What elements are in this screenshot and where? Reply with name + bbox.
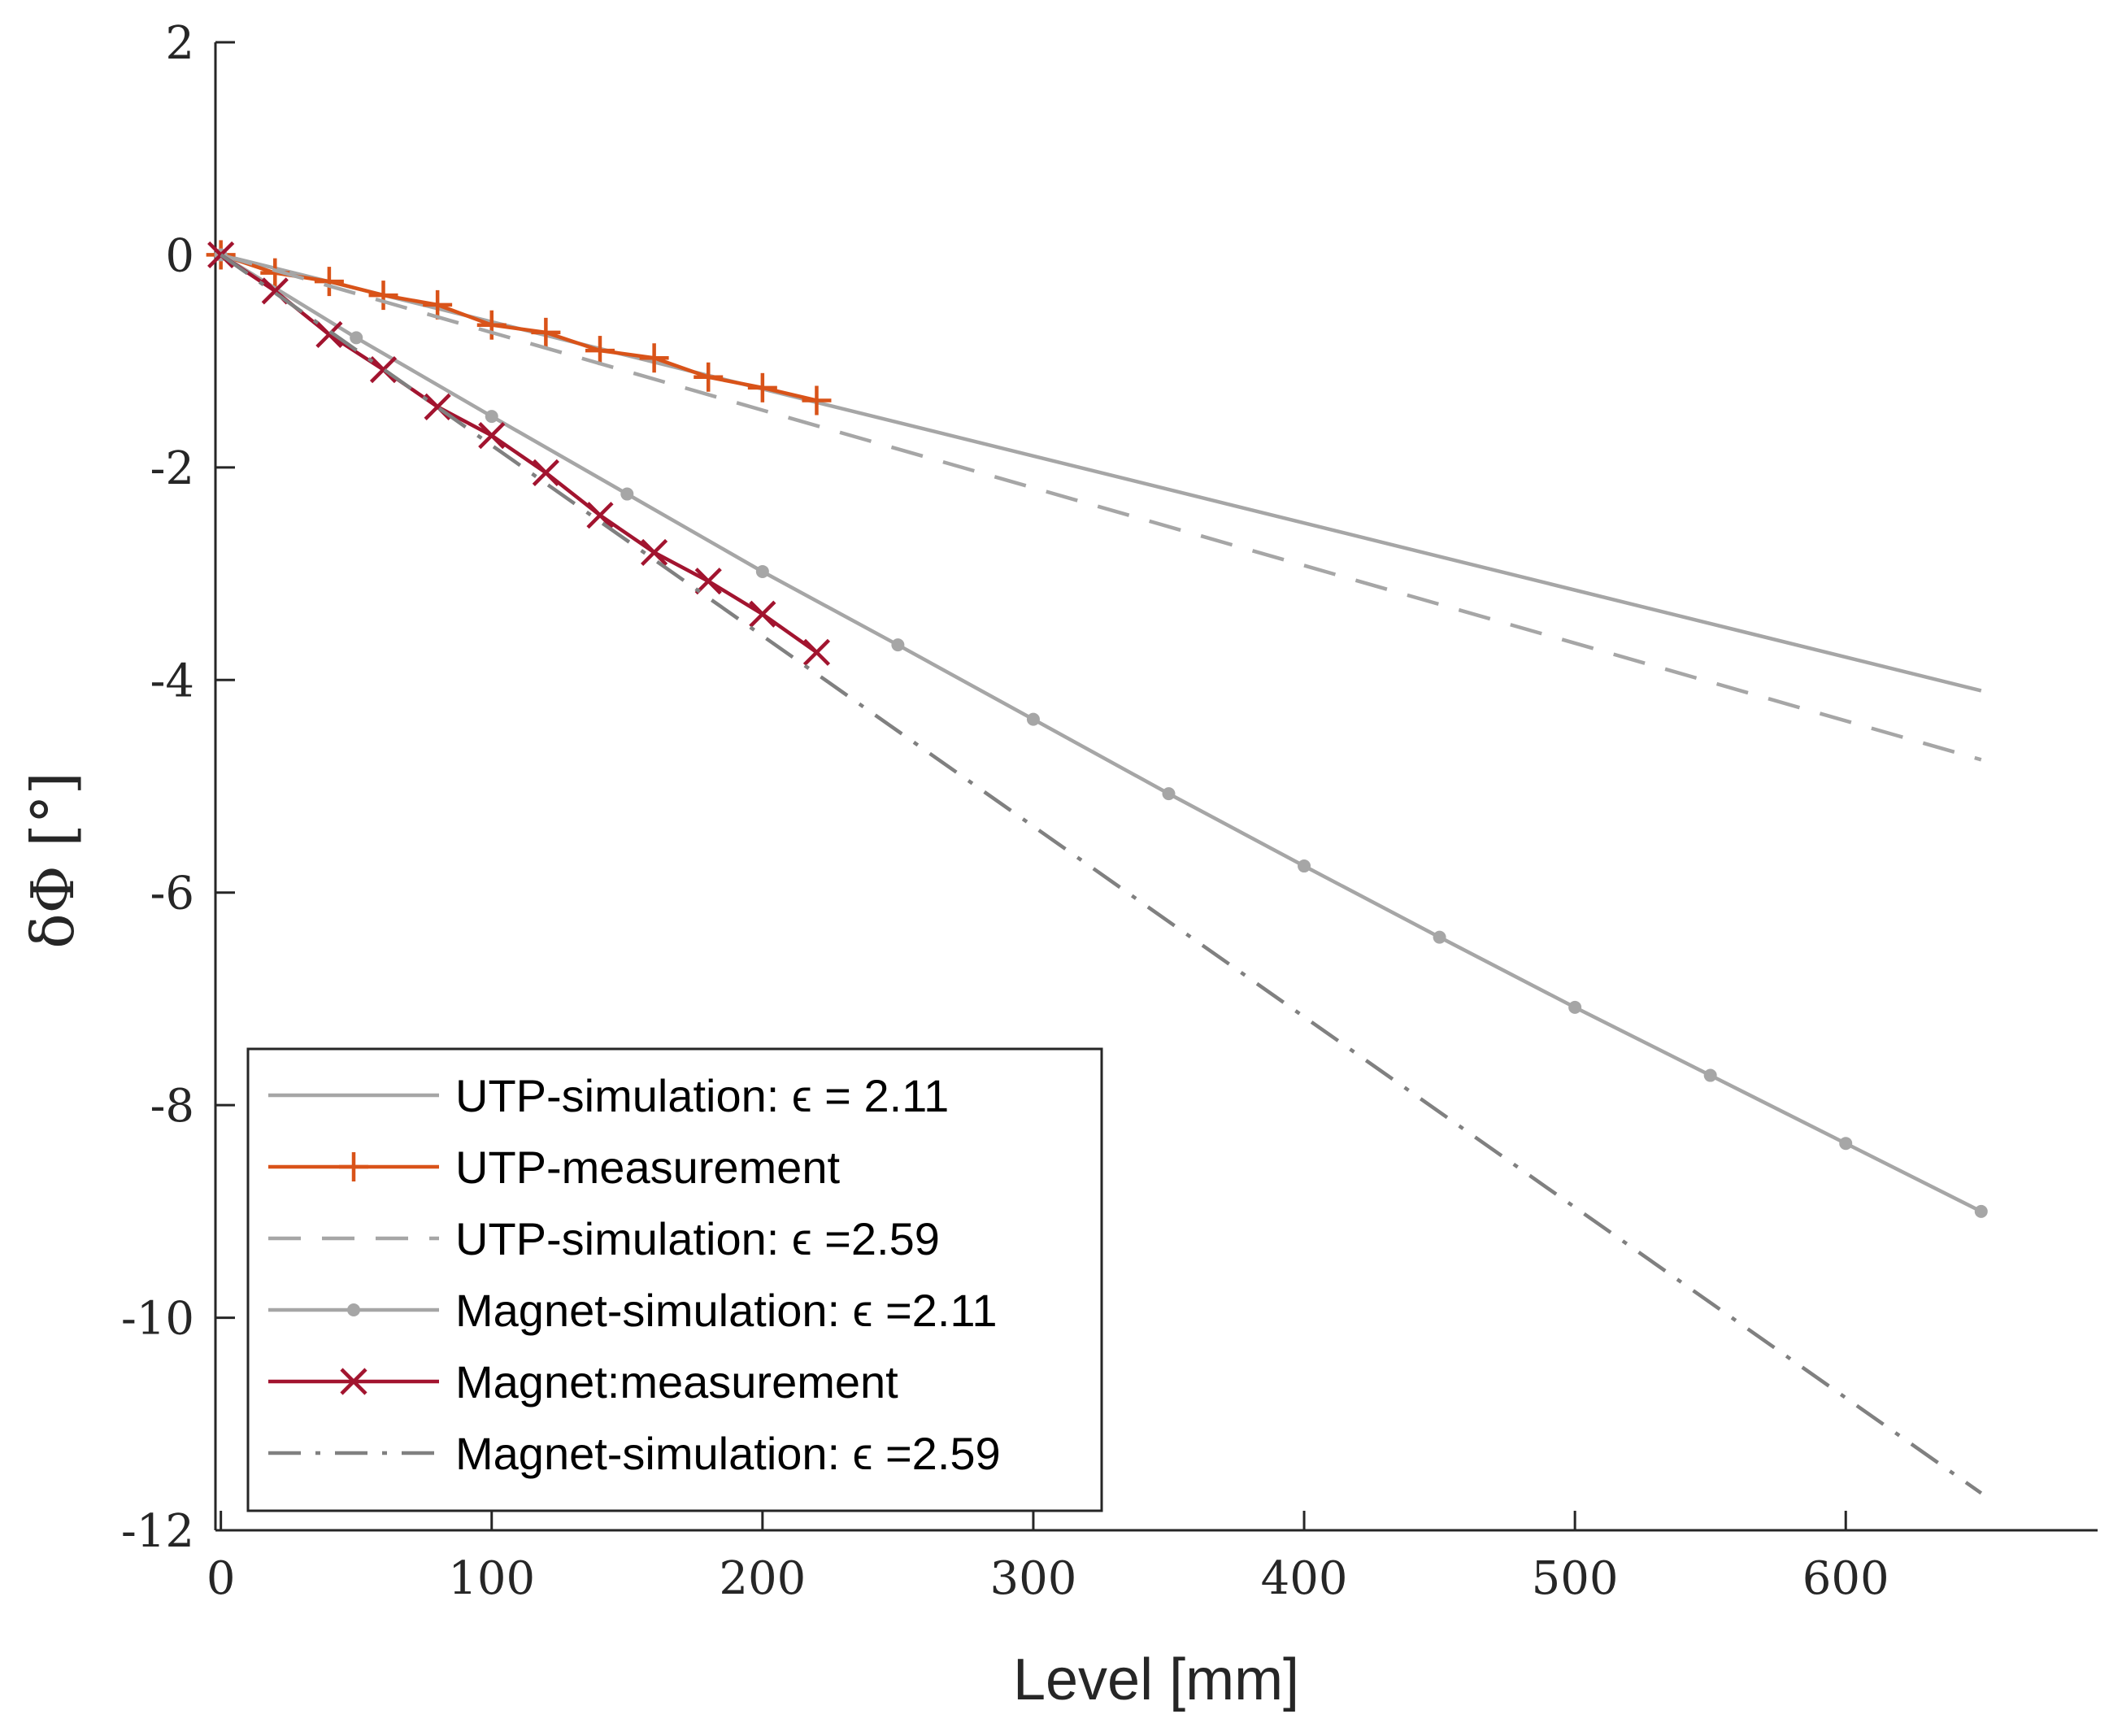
dot-marker	[1298, 859, 1311, 873]
legend-label: Magnet-simulation: ϵ =2.11	[455, 1285, 998, 1336]
y-tick-label: -4	[150, 655, 194, 707]
plus-marker	[585, 336, 615, 366]
x-marker	[802, 638, 831, 666]
x-marker	[478, 422, 506, 450]
y-tick-label: 2	[165, 17, 194, 70]
legend-label: UTP-simulation: ϵ = 2.11	[455, 1070, 949, 1121]
y-tick-label: -10	[121, 1293, 194, 1346]
y-tick-label: 0	[165, 229, 194, 282]
x-tick-label: 600	[1802, 1552, 1889, 1605]
series-line	[220, 253, 1983, 1495]
x-tick-label: 100	[448, 1552, 535, 1605]
x-tick-label: 300	[989, 1552, 1076, 1605]
series-magnet-measurement	[207, 241, 831, 666]
axes: 0 100 200 300 400 500 600 2 0 -2 -4 -6 -8 -10 -12	[121, 17, 2098, 1605]
x-marker	[586, 502, 614, 529]
x-marker	[207, 241, 235, 269]
legend-item: UTP-simulation: ϵ = 2.11	[268, 1070, 949, 1121]
plus-marker	[339, 1152, 368, 1181]
y-tick-label: -6	[150, 868, 194, 920]
legend-item: UTP-simulation: ϵ =2.59	[268, 1213, 940, 1264]
legend-box	[246, 1047, 1103, 1512]
plot-area	[206, 240, 1988, 1495]
plus-marker	[747, 372, 777, 402]
x-tick-label: 500	[1532, 1552, 1619, 1605]
x-tick-label: 0	[207, 1552, 236, 1605]
dot-marker	[1433, 930, 1446, 944]
dot-marker	[755, 564, 769, 578]
x-tick-label: 400	[1261, 1552, 1348, 1605]
legend: UTP-simulation: ϵ = 2.11 UTP-measurement U…	[246, 1047, 1103, 1512]
legend-item: UTP-measurement	[268, 1142, 840, 1193]
plus-marker	[423, 289, 453, 320]
plus-marker	[694, 362, 724, 392]
x-marker	[369, 356, 398, 384]
legend-label: Magnet-simulation: ϵ =2.59	[455, 1428, 1001, 1479]
series-line	[220, 253, 1982, 762]
legend-label: UTP-simulation: ϵ =2.59	[455, 1213, 940, 1264]
dot-marker	[485, 410, 498, 424]
legend-label: Magnet:measurement	[455, 1356, 898, 1408]
plus-marker	[368, 281, 398, 311]
series-line	[220, 253, 1982, 693]
x-marker	[315, 320, 343, 349]
series-line	[220, 253, 818, 655]
y-tick-label: -2	[150, 442, 194, 495]
y-tick-label: -12	[121, 1505, 194, 1558]
legend-item: Magnet:measurement	[268, 1356, 898, 1408]
series-utp-simulation-2-11	[220, 253, 1982, 693]
dot-marker	[1974, 1204, 1988, 1218]
y-axis-title: δΦ [°]	[19, 772, 87, 948]
plus-marker	[531, 317, 561, 347]
dot-marker	[1568, 1000, 1582, 1014]
dot-marker	[1026, 712, 1040, 726]
dot-marker	[1839, 1137, 1853, 1151]
x-marker	[340, 1368, 367, 1395]
plus-marker	[639, 343, 669, 373]
x-tick-label: 200	[719, 1552, 806, 1605]
series-utp-simulation-2-59	[220, 253, 1982, 762]
series-utp-measurement	[206, 240, 832, 416]
series-line	[220, 253, 1982, 1213]
dot-marker	[1703, 1068, 1717, 1082]
series-magnet-simulation-2-59	[220, 253, 1983, 1495]
dot-marker	[1162, 787, 1176, 801]
dot-marker	[350, 331, 363, 345]
plus-marker	[314, 267, 344, 297]
plus-marker	[802, 385, 832, 416]
series-magnet-simulation-2-11	[214, 248, 1988, 1218]
x-marker	[641, 538, 668, 567]
dot-marker	[620, 487, 634, 501]
y-tick-label: -8	[150, 1080, 194, 1133]
dot-marker	[347, 1303, 360, 1316]
x-axis-title: Level [mm]	[1013, 1647, 1299, 1712]
x-marker	[749, 600, 776, 628]
legend-item: Magnet-simulation: ϵ =2.11	[268, 1285, 998, 1336]
dot-marker	[891, 638, 905, 652]
legend-item: Magnet-simulation: ϵ =2.59	[268, 1428, 1001, 1479]
legend-label: UTP-measurement	[455, 1142, 840, 1193]
x-marker	[532, 459, 559, 486]
x-marker	[694, 568, 722, 595]
plus-marker	[476, 310, 507, 340]
